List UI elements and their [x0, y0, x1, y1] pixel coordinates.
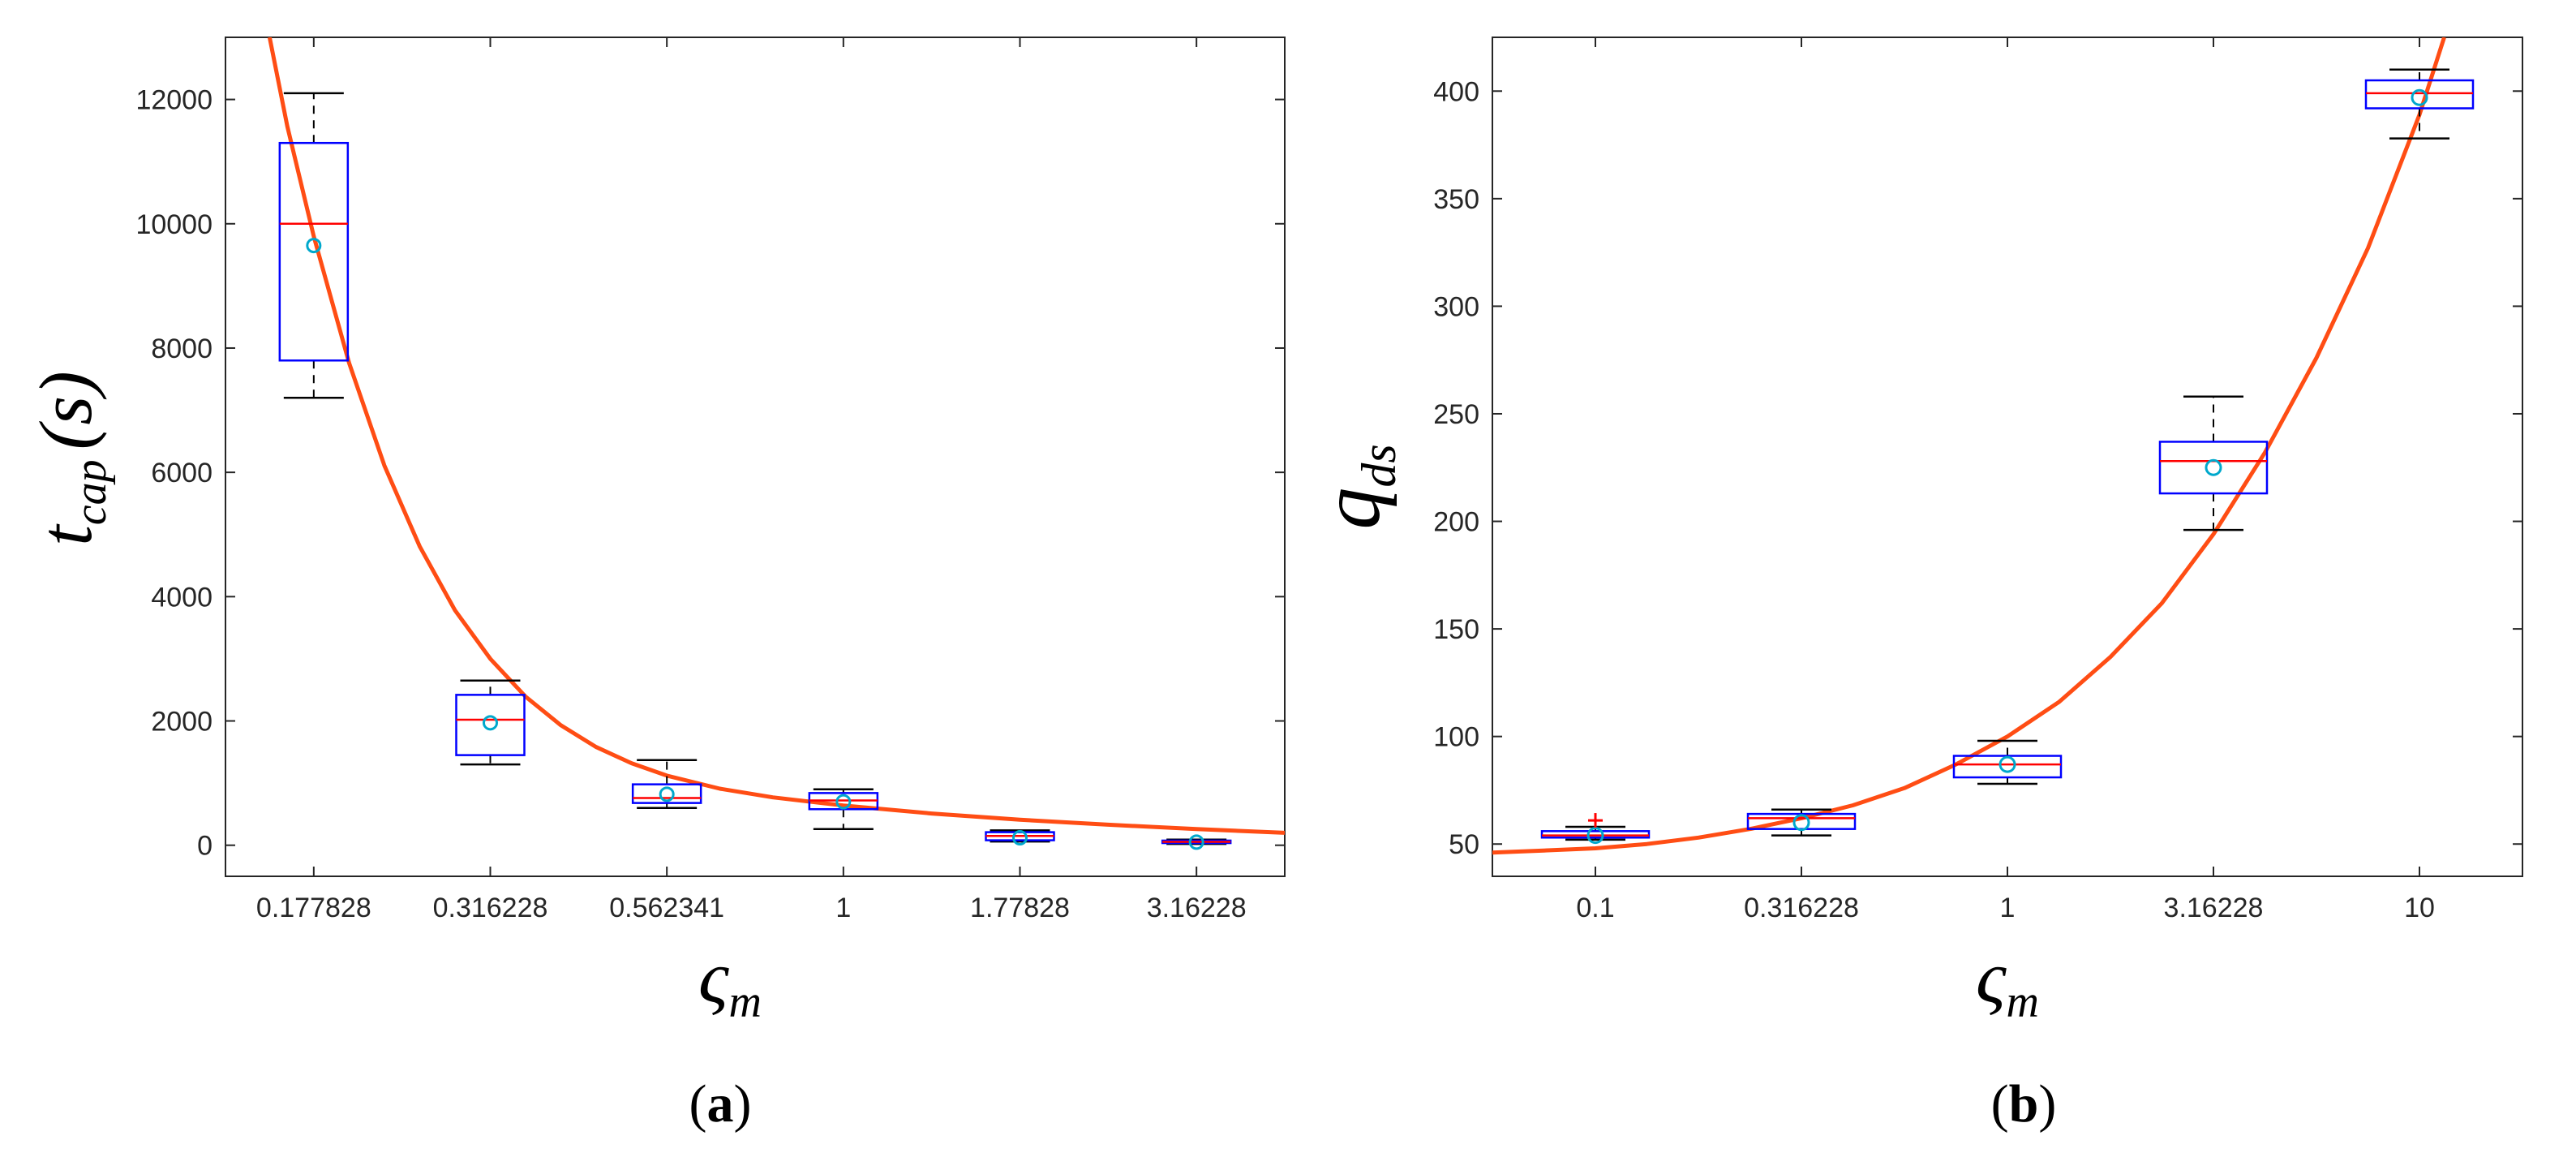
iqr-box: [455, 694, 526, 756]
panel-b-box-3: [1952, 739, 2063, 785]
panel-b-label-letter: b: [2009, 1074, 2039, 1134]
panel-a-box-6: [1161, 834, 1232, 850]
panel-b-ytick-label: 150: [1433, 614, 1479, 645]
mean-marker: [1012, 830, 1028, 846]
panel-a-boxes: [278, 92, 1232, 850]
iqr-box: [631, 783, 702, 804]
panel-b-ytick-label: 300: [1433, 291, 1479, 322]
iqr-box: [2158, 441, 2269, 495]
mean-marker: [306, 238, 322, 254]
panel-a-xtick-label: 0.562341: [609, 893, 724, 923]
mean-marker: [2205, 458, 2222, 476]
panel-b-x-axis-label: ςm: [1976, 936, 2039, 1027]
panel-a-ytick-label: 12000: [135, 85, 213, 116]
panel-a-label: (a): [689, 1074, 752, 1134]
mean-marker: [1999, 755, 2016, 773]
panel-a-ylabel-unit: (s): [24, 371, 107, 450]
mean-marker: [2411, 88, 2428, 106]
panel-b-x-axis-ticks: 0.1 0.316228 1 3.16228 10: [1576, 37, 2435, 923]
panel-b-xtick-label: 0.1: [1576, 893, 1614, 923]
panel-a-ytick-label: 10000: [135, 209, 213, 240]
mean-marker: [1188, 834, 1204, 850]
panel-b-xtick-label: 1: [2000, 893, 2016, 923]
panel-a-y-axis-label: tcap (s): [24, 371, 116, 546]
mean-marker: [1792, 814, 1810, 832]
panel-a-fit-group: [267, 37, 1285, 835]
panel-a-plot-area: [225, 37, 1286, 877]
panel-a-box-3: [631, 759, 702, 809]
panel-b-ytick-label: 250: [1433, 399, 1479, 430]
panel-b-xlabel-subscript: m: [2006, 977, 2038, 1027]
panel-b-xlabel-symbol: ς: [1976, 936, 2007, 1018]
panel-a-ytick-label: 6000: [151, 458, 213, 488]
mean-marker: [1586, 827, 1604, 845]
panel-b-xtick-label: 0.316228: [1744, 893, 1859, 923]
panel-a-box-5: [985, 829, 1055, 846]
panel-b-fit-group: [1492, 37, 2446, 855]
panel-b-ytick-label: 100: [1433, 722, 1479, 753]
panel-a-ytick-label: 0: [197, 831, 213, 862]
panel-b-ylabel-symbol: q: [1304, 488, 1397, 530]
panel-a-box-4: [808, 788, 879, 831]
panel-a-fit-curve: [267, 37, 1285, 835]
panel-b-ytick-label: 400: [1433, 76, 1479, 107]
iqr-box: [2364, 79, 2475, 110]
panel-b-y-axis-label: qds: [1304, 444, 1406, 529]
mean-marker: [483, 715, 498, 731]
iqr-box: [1540, 830, 1651, 839]
panel-a-ytick-label: 8000: [151, 333, 213, 364]
panel-b-ytick-label: 200: [1433, 507, 1479, 538]
panel-b-chart: 50 100 150 200 250 300 350 400 0.1 0.316228 1 3.16…: [1304, 37, 2523, 1134]
panel-a-chart: 0 2000 4000 6000 8000 10000 12000 0.177828 0.31…: [24, 37, 1286, 1134]
panel-a-ytick-label: 2000: [151, 707, 213, 738]
panel-b-label: (b): [1991, 1074, 2057, 1134]
panel-a-box-2: [455, 679, 526, 766]
panel-b-ylabel-subscript: ds: [1352, 444, 1406, 487]
mean-marker: [835, 794, 852, 810]
panel-b-xtick-label: 3.16228: [2164, 893, 2264, 923]
panel-b-box-1: [1540, 813, 1651, 845]
panel-a-xtick-label: 0.177828: [256, 893, 371, 923]
panel-a-label-letter: a: [707, 1074, 734, 1134]
panel-a-x-axis-label: ςm: [698, 936, 762, 1027]
panel-a-x-axis-ticks: 0.177828 0.316228 0.562341 1 1.77828 3.16228: [256, 37, 1247, 923]
panel-b-box-5: [2364, 68, 2475, 140]
panel-a-xtick-label: 0.316228: [433, 893, 548, 923]
panel-b-box-2: [1746, 808, 1857, 837]
panel-b-y-axis-ticks: 50 100 150 200 250 300 350 400: [1433, 76, 2522, 860]
panel-a-box-1: [278, 92, 350, 399]
mean-marker: [659, 786, 675, 802]
panel-a-xlabel-subscript: m: [728, 977, 761, 1027]
iqr-box: [1952, 755, 2063, 779]
iqr-box: [278, 141, 350, 362]
panel-a-xlabel-symbol: ς: [698, 936, 729, 1018]
panel-a-xtick-label: 1.77828: [970, 893, 1070, 923]
panel-a-y-axis-ticks: 0 2000 4000 6000 8000 10000 12000: [135, 85, 1285, 862]
panel-a-ylabel-symbol: t: [24, 523, 107, 546]
panel-a-xtick-label: 3.16228: [1147, 893, 1247, 923]
panel-b-ytick-label: 50: [1449, 829, 1479, 860]
panel-b-xtick-label: 10: [2404, 893, 2435, 923]
panel-a-ylabel-subscript: cap: [66, 459, 116, 525]
panel-b-boxes: [1540, 68, 2475, 845]
panel-a-ytick-label: 4000: [151, 582, 213, 613]
panel-b-box-4: [2158, 395, 2269, 531]
panel-b-fit-curve: [1492, 37, 2446, 855]
panel-b-ytick-label: 350: [1433, 184, 1479, 215]
panel-a-xtick-label: 1: [835, 893, 851, 923]
